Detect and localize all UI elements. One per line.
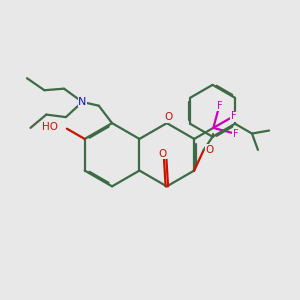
Text: F: F [217, 100, 222, 111]
Text: HO: HO [42, 122, 58, 132]
Text: O: O [158, 149, 166, 159]
Text: N: N [78, 97, 86, 107]
Text: O: O [164, 112, 172, 122]
Text: F: F [231, 111, 236, 121]
Text: F: F [233, 129, 239, 139]
Text: O: O [205, 145, 214, 155]
